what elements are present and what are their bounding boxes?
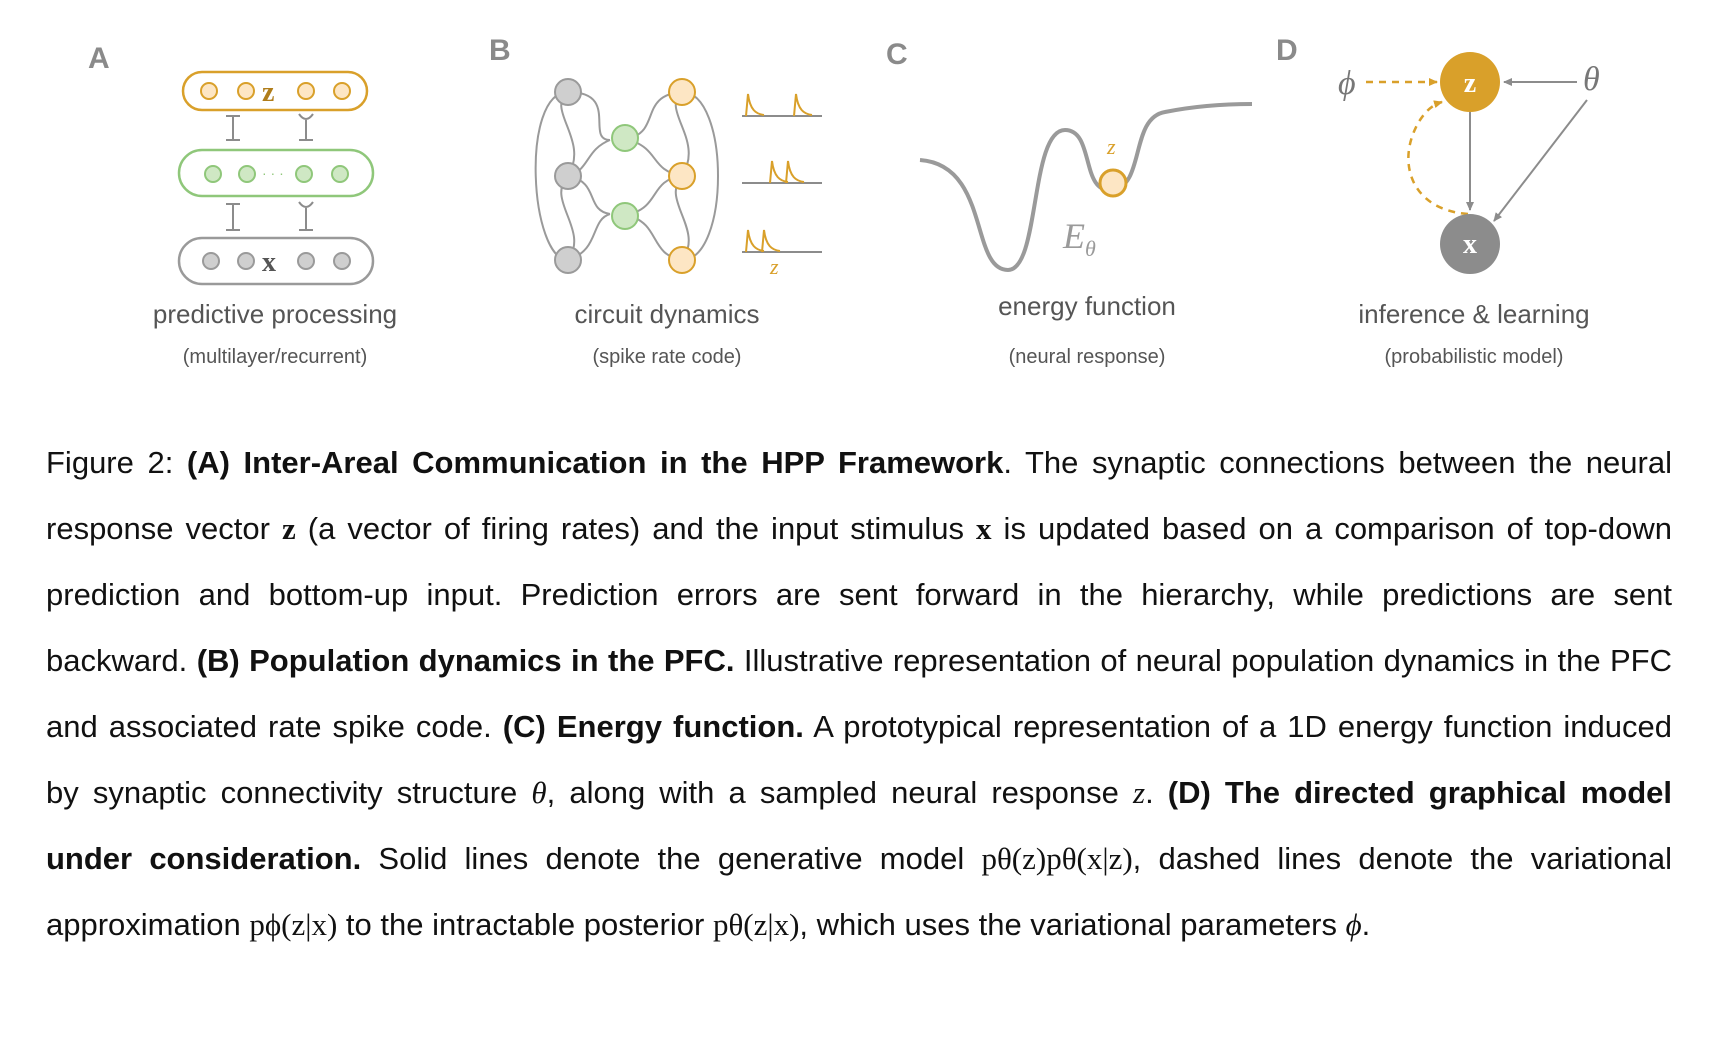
panel-b: B [489,34,822,368]
caption-c-heading: (C) Energy function. [502,709,804,744]
prediction-connectors-bottom [226,201,314,231]
caption-text: (a vector of firing rates) and the input… [295,511,977,546]
gray-neuron [554,162,582,190]
theta-label: θ [1583,61,1600,98]
gold-neuron [668,246,696,274]
caption-math-generative-model: pθ(z)pθ(x|z) [981,841,1133,876]
caption-text: Solid lines denote the generative model [361,841,982,876]
caption-text: . [1145,775,1168,810]
x-to-z-inference-edge [1407,100,1469,216]
panel-c-letter: C [886,38,908,71]
panel-b-title: circuit dynamics [575,299,760,329]
panel-d: D ϕ θ z x inference & learning (probabil… [1276,34,1600,368]
panel-a-subtitle: (multilayer/recurrent) [183,346,367,368]
gray-neuron [554,246,582,274]
caption-text: is updated based on a comparison of top-… [46,511,1672,678]
caption-text: A prototypical representation of a 1D en… [46,709,1672,810]
panel-b-letter: B [489,34,511,67]
spike-trains [742,93,822,253]
panel-d-subtitle: (probabilistic model) [1385,346,1564,368]
caption-text: . [1361,907,1371,942]
prediction-connectors-top [226,113,314,141]
caption-b-heading: (B) Population dynamics in the PFC. [196,643,735,678]
panel-d-title: inference & learning [1358,299,1589,329]
energy-z-label: z [1106,134,1116,159]
green-neuron [611,124,639,152]
z-node-label: z [1464,68,1476,99]
caption-text: . The synaptic connections between the n… [46,445,1672,546]
caption-math-phi: ϕ [1345,907,1362,942]
panel-c: C z Eθ energy function (neural response) [886,38,1253,368]
energy-e-label: Eθ [1062,216,1096,261]
z-layer-pill [181,70,369,112]
x-layer-pill [177,236,375,286]
x-node [1440,214,1500,274]
caption-text: , which uses the variational parameters [799,907,1346,942]
hidden-layer-pill [177,148,375,198]
figure-2-illustration: A z · · · x predictive processing [88,34,1600,368]
caption-text: , dashed lines denote the variational ap… [46,841,1672,942]
x-node-label: x [1463,229,1477,260]
caption-math-theta: θ [531,775,547,810]
spike-z-label: z [769,254,779,279]
caption-math-z-italic: z [1132,775,1146,810]
phi-label: ϕ [1338,65,1356,102]
theta-to-x-edge [1493,99,1588,222]
panel-d-letter: D [1276,34,1298,67]
caption-figure-label: Figure 2: [46,445,187,480]
caption-a-heading: (A) Inter-Areal Communication in the HPP… [186,445,1004,480]
gray-neuron [554,78,582,106]
caption-text: , along with a sampled neural response [546,775,1133,810]
caption-text: Illustrative representation of neural po… [46,643,1673,744]
panel-c-subtitle: (neural response) [1009,346,1166,368]
x-layer-label: x [262,247,276,278]
panel-c-title: energy function [998,291,1176,321]
hidden-layer-dots: · · · [262,165,284,181]
gold-neuron [668,162,696,190]
panel-a-letter: A [88,42,110,75]
caption-math-variational-approx: pϕ(z|x) [249,907,338,942]
panel-a: A z · · · x predictive processing [88,42,397,368]
caption-d-heading: (D) The directed graphical model under c… [46,775,1672,876]
gold-neuron [668,78,696,106]
caption-math-x: x [976,511,992,546]
panel-b-subtitle: (spike rate code) [593,346,742,368]
caption-text: to the intractable posterior [337,907,713,942]
sampled-response-marker [1098,168,1128,198]
z-layer-label: z [262,77,274,108]
figure-caption: Figure 2: (A) Inter-Areal Communication … [46,430,1672,958]
energy-curve [919,102,1253,273]
panel-a-title: predictive processing [153,299,397,329]
green-neuron [611,202,639,230]
caption-math-z: z [282,511,296,546]
caption-math-posterior: pθ(z|x) [712,907,800,942]
z-node [1440,52,1500,112]
